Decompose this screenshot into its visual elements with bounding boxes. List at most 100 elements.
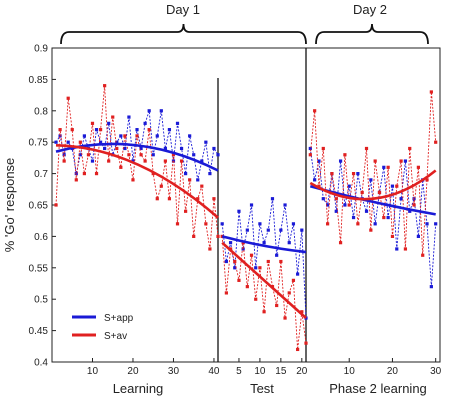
data-point-s-app	[403, 159, 408, 163]
data-point-s-app	[296, 272, 300, 276]
data-point-s-av	[356, 222, 360, 226]
data-point-s-app	[54, 140, 58, 144]
data-point-s-av	[127, 153, 131, 157]
data-point-s-app	[408, 209, 412, 213]
data-point-s-app	[369, 178, 373, 182]
data-point-s-av	[308, 153, 312, 157]
y-tick-label: 0.6	[34, 232, 48, 243]
data-point-s-app	[228, 241, 233, 245]
trend-line-s-av	[221, 241, 307, 319]
x-tick-label: 20	[296, 366, 308, 377]
legend: S+app S+av	[72, 313, 134, 342]
data-point-s-av	[266, 259, 270, 264]
x-tick-label: 5	[236, 366, 242, 377]
data-point-s-app	[249, 203, 254, 207]
data-point-s-app	[192, 153, 196, 157]
data-point-s-av	[70, 128, 74, 132]
y-axis: 0.4 0.45 0.5 0.55 0.6 0.65 0.7 0.75 0.8 0.85 0.9	[29, 44, 56, 369]
x-tick-label: 30	[430, 366, 442, 377]
data-point-s-av	[212, 197, 216, 201]
trend-line-s-av	[309, 169, 437, 201]
data-point-s-av	[425, 178, 429, 182]
data-point-s-av	[249, 253, 254, 257]
data-point-s-app	[107, 121, 111, 125]
data-point-s-app	[287, 241, 291, 245]
data-point-s-app	[212, 146, 216, 151]
x-tick-label: 10	[87, 366, 99, 377]
data-point-s-app	[184, 172, 188, 176]
plot-panels: 10 20 30 40 5 10 15 20 10 20 30	[54, 84, 442, 377]
y-tick-label: 0.5	[34, 295, 48, 306]
data-point-s-app	[66, 140, 70, 144]
data-point-s-av	[399, 159, 403, 163]
data-point-s-av	[283, 316, 287, 320]
data-point-s-av	[196, 197, 200, 201]
data-point-s-av	[123, 134, 127, 138]
data-point-s-av	[143, 159, 147, 163]
data-point-s-av	[416, 165, 420, 169]
series-line-s-app	[309, 148, 437, 287]
data-point-s-app	[119, 134, 123, 138]
y-tick-label: 0.45	[29, 326, 49, 337]
data-point-s-av	[115, 146, 119, 151]
data-point-s-av	[119, 165, 123, 169]
data-point-s-av	[338, 241, 343, 245]
data-point-s-app	[127, 115, 131, 119]
data-point-s-av	[208, 247, 212, 251]
x-tick-label: 10	[254, 366, 266, 377]
data-point-s-app	[196, 178, 200, 182]
day-2-label: Day 2	[353, 2, 387, 17]
data-point-s-av	[382, 215, 386, 220]
data-point-s-av	[304, 341, 308, 345]
data-point-s-app	[175, 121, 180, 125]
data-point-s-app	[275, 253, 279, 257]
x-tick-label: 20	[127, 366, 139, 377]
data-point-s-app	[167, 128, 172, 132]
data-point-s-av	[429, 90, 433, 94]
data-point-s-app	[326, 203, 330, 207]
data-point-s-av	[258, 266, 262, 270]
data-point-s-app	[313, 178, 317, 182]
data-point-s-av	[291, 278, 296, 282]
legend-label-s-app: S+app	[104, 313, 134, 324]
data-point-s-av	[275, 303, 279, 308]
data-point-s-app	[143, 121, 147, 125]
data-point-s-app	[434, 222, 438, 226]
data-point-s-app	[412, 197, 416, 201]
data-point-s-av	[334, 197, 338, 201]
data-point-s-av	[262, 310, 266, 314]
data-point-s-av	[216, 234, 220, 238]
y-tick-label: 0.9	[34, 44, 48, 55]
data-point-s-app	[58, 134, 62, 138]
data-point-s-av	[224, 291, 228, 295]
y-tick-label: 0.4	[34, 358, 48, 369]
section-label-learning: Learning	[113, 381, 164, 396]
data-point-s-av	[330, 172, 334, 176]
data-point-s-app	[115, 140, 119, 144]
data-point-s-app	[321, 197, 325, 201]
data-point-s-av	[233, 259, 237, 264]
data-point-s-app	[266, 228, 270, 232]
data-point-s-av	[167, 197, 172, 201]
data-point-s-app	[78, 153, 82, 157]
data-point-s-app	[233, 266, 237, 270]
data-point-s-app	[356, 172, 360, 176]
data-point-s-app	[382, 165, 386, 169]
data-point-s-av	[300, 310, 304, 314]
y-tick-label: 0.65	[29, 201, 49, 212]
data-point-s-app	[216, 153, 220, 157]
data-point-s-av	[317, 184, 321, 188]
series-line-s-av	[309, 91, 437, 256]
data-point-s-av	[321, 146, 325, 151]
data-point-s-app	[179, 146, 184, 151]
data-point-s-av	[343, 153, 347, 157]
data-point-s-av	[94, 172, 99, 176]
brace-day-1	[60, 23, 307, 45]
data-point-s-av	[386, 165, 390, 169]
data-point-s-av	[184, 209, 188, 213]
panel-test: 5 10 15 20	[220, 197, 308, 377]
data-point-s-app	[304, 316, 308, 320]
data-point-s-app	[204, 140, 208, 144]
data-point-s-av	[220, 234, 224, 238]
